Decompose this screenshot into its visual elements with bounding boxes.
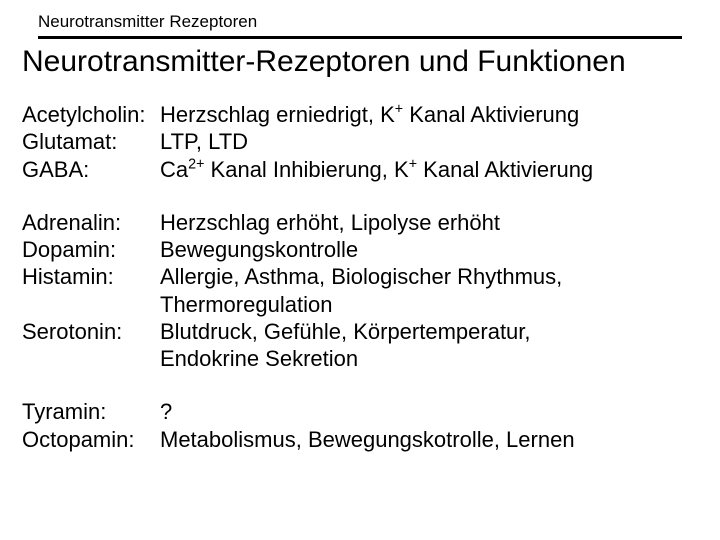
row: GABA:Ca2+ Kanal Inhibierung, K+ Kanal Ak…	[22, 156, 698, 183]
function-description: Metabolismus, Bewegungskotrolle, Lernen	[160, 426, 698, 453]
main-title: Neurotransmitter-Rezeptoren und Funktion…	[0, 45, 720, 101]
function-description: LTP, LTD	[160, 128, 698, 155]
neurotransmitter-label: Adrenalin:	[22, 209, 160, 236]
row: Histamin:Allergie, Asthma, Biologischer …	[22, 263, 698, 318]
neurotransmitter-label: Acetylcholin:	[22, 101, 160, 128]
row: Serotonin:Blutdruck, Gefühle, Körpertemp…	[22, 318, 698, 373]
function-description: Ca2+ Kanal Inhibierung, K+ Kanal Aktivie…	[160, 156, 698, 183]
function-description: ?	[160, 398, 698, 425]
neurotransmitter-label: Octopamin:	[22, 426, 160, 453]
neurotransmitter-label: Histamin:	[22, 263, 160, 318]
function-description: Herzschlag erniedrigt, K+ Kanal Aktivier…	[160, 101, 698, 128]
content-area: Acetylcholin:Herzschlag erniedrigt, K+ K…	[0, 101, 720, 453]
function-description: Bewegungskontrolle	[160, 236, 698, 263]
neurotransmitter-label: Serotonin:	[22, 318, 160, 373]
small-title: Neurotransmitter Rezeptoren	[0, 0, 720, 36]
neurotransmitter-label: Tyramin:	[22, 398, 160, 425]
function-description: Blutdruck, Gefühle, Körpertemperatur,End…	[160, 318, 698, 373]
function-description: Herzschlag erhöht, Lipolyse erhöht	[160, 209, 698, 236]
group-2: Tyramin:?Octopamin:Metabolismus, Bewegun…	[22, 398, 698, 453]
divider	[38, 36, 682, 39]
row: Dopamin:Bewegungskontrolle	[22, 236, 698, 263]
group-0: Acetylcholin:Herzschlag erniedrigt, K+ K…	[22, 101, 698, 183]
row: Octopamin:Metabolismus, Bewegungskotroll…	[22, 426, 698, 453]
function-description: Allergie, Asthma, Biologischer Rhythmus,…	[160, 263, 698, 318]
row: Glutamat:LTP, LTD	[22, 128, 698, 155]
neurotransmitter-label: Glutamat:	[22, 128, 160, 155]
neurotransmitter-label: GABA:	[22, 156, 160, 183]
group-1: Adrenalin:Herzschlag erhöht, Lipolyse er…	[22, 209, 698, 373]
row: Tyramin:?	[22, 398, 698, 425]
neurotransmitter-label: Dopamin:	[22, 236, 160, 263]
row: Acetylcholin:Herzschlag erniedrigt, K+ K…	[22, 101, 698, 128]
row: Adrenalin:Herzschlag erhöht, Lipolyse er…	[22, 209, 698, 236]
